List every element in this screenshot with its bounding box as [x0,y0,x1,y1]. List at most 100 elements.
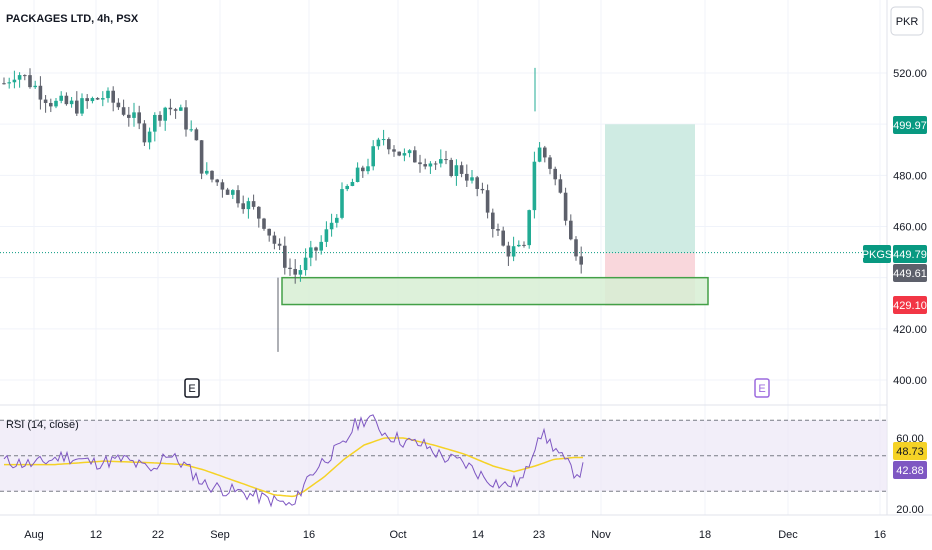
last-price-tag: 449.79 [893,245,927,263]
rsi-panel [0,414,887,508]
candle-body [54,100,58,107]
candle-body [2,83,6,85]
candle-body [361,167,365,172]
candle-body [251,201,256,207]
candle-body [449,159,453,176]
price-tick-label: 420.00 [893,324,927,336]
support-zone-box [281,276,709,306]
rsi-title[interactable]: RSI (14, close) [6,419,79,431]
candle-body [49,102,53,107]
candle-body [387,139,391,150]
earnings-marker-2[interactable]: E [754,378,770,398]
candle-body [340,189,344,218]
candle-body [522,244,526,246]
candle-body [366,166,370,172]
candle-body [428,163,433,167]
candle-body [350,182,355,186]
candle-body [371,146,375,167]
candle-body [205,170,209,174]
earnings-marker-2-label: E [758,383,765,395]
candle-body [179,107,183,111]
candle-body [470,177,474,181]
candle-body [319,241,323,251]
candle-body [137,112,141,124]
candle-body [314,247,318,251]
candle-body [215,179,219,183]
candle-body [267,228,271,236]
candle-body [116,102,121,108]
candle-body [465,173,469,181]
candle-body [543,147,547,158]
candle-body [548,157,552,169]
time-tick-label: 16 [303,529,315,541]
candle-body [168,107,173,110]
candle-body [444,159,448,161]
position-zones [281,124,709,306]
candle-body [288,267,292,269]
candle-body [153,114,157,132]
time-tick-label: 18 [699,529,711,541]
candle-body [121,107,126,115]
candle-body [272,235,277,244]
candle-body [210,170,214,180]
candle-body [85,98,89,102]
candle-body [262,218,266,229]
candle-body [127,114,131,118]
candle-body [184,107,188,130]
candle-body [329,222,334,230]
rsi-value-tag: 42.88 [893,461,927,479]
rsi-value-label: 42.88 [896,465,924,477]
candle-body [413,150,417,163]
candle-body [309,247,313,258]
candle-body [257,206,261,219]
candle-body [475,177,479,189]
candle-body [381,139,386,141]
symbol-tag: PKGS [862,245,893,263]
candle-body [402,153,407,156]
stop-price-tag: 429.10 [893,296,927,314]
candle-body [17,75,22,80]
candle-body [225,189,230,195]
candle-body [33,85,37,88]
target-zone [605,124,695,254]
price-tick-label: 460.00 [893,222,927,234]
candle-body [376,139,381,147]
candle-body [574,239,578,257]
candle-body [439,159,443,164]
candle-body [158,114,162,121]
time-axis[interactable]: Aug 12 22 Sep 16 Oct 14 23 Nov 18 Dec 16 [24,529,886,541]
candle-body [293,268,297,275]
symbol-label: PKGS [862,249,893,261]
time-tick-label: Nov [591,529,611,541]
currency-button[interactable]: PKR [890,6,924,36]
earnings-marker-1[interactable]: E [184,378,200,398]
chart-title[interactable]: PACKAGES LTD, 4h, PSX [6,13,139,25]
stop-price-label: 429.10 [893,300,927,312]
candle-body [189,129,193,131]
rsi-ma-tag: 48.73 [893,442,927,460]
candle-body [80,98,84,114]
candle-body [558,179,563,193]
price-tick-label: 400.00 [893,375,927,387]
candle-body [7,82,11,84]
candle-body [501,230,505,246]
candle-body [569,220,573,240]
candle-body [163,107,167,121]
candle-body [194,129,199,141]
candle-body [236,190,240,204]
candle-body [43,99,48,103]
candles [2,67,583,352]
rsi-ma-label: 48.73 [896,446,924,458]
candle-body [132,112,136,118]
entry-price-label: 449.61 [893,268,927,280]
candle-body [106,90,110,99]
candle-body [392,149,396,152]
candle-body [397,151,401,156]
time-tick-label: 23 [533,529,545,541]
candle-body [173,109,178,111]
time-tick-label: Aug [24,529,44,541]
candle-body [199,140,204,174]
entry-price-tag: 449.61 [893,264,927,282]
rsi-ma-line [4,437,583,498]
